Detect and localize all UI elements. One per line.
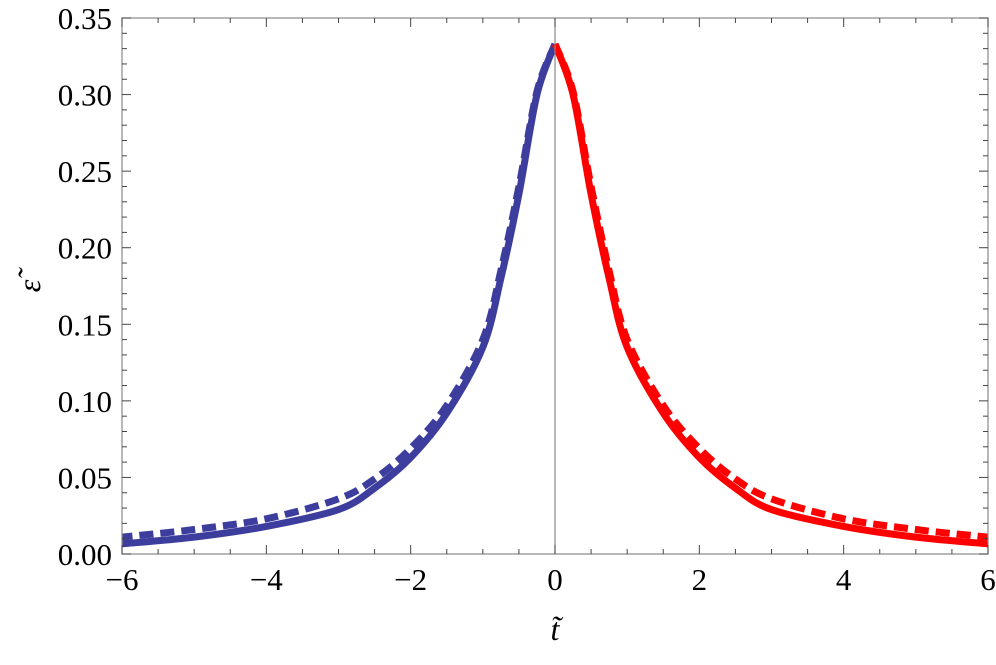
x-tick-label: 6 (980, 562, 996, 597)
axes: −6 −4 −2 0 2 4 6 0.00 0.05 0.10 0.15 0.20 0.25 0.30 0.… (58, 1, 996, 597)
curve-solid-right (551, 42, 988, 548)
x-tick-label: −6 (106, 562, 139, 597)
y-tick-label: 0.05 (58, 460, 112, 495)
y-tick-label: 0.20 (58, 231, 112, 266)
curve-solid-left (122, 42, 559, 548)
y-tick-label: 0.10 (58, 384, 112, 419)
y-tick-label: 0.00 (58, 537, 112, 572)
x-tick-label: 0 (547, 562, 563, 597)
curves (122, 42, 988, 548)
curve-dashed-left (122, 42, 559, 541)
x-tick-label: −2 (394, 562, 427, 597)
curve-dashed-right (551, 42, 988, 541)
x-tick-label: −4 (250, 562, 283, 597)
y-tick-label: 0.30 (58, 78, 112, 113)
y-tick-label: 0.35 (58, 1, 112, 36)
y-tick-label: 0.25 (58, 154, 112, 189)
y-tick-label: 0.15 (58, 307, 112, 342)
x-tick-label: 4 (836, 562, 852, 597)
y-axis-label: ε̃ (11, 267, 47, 293)
x-tick-label: 2 (692, 562, 708, 597)
x-axis-label: t̃ (551, 611, 564, 647)
